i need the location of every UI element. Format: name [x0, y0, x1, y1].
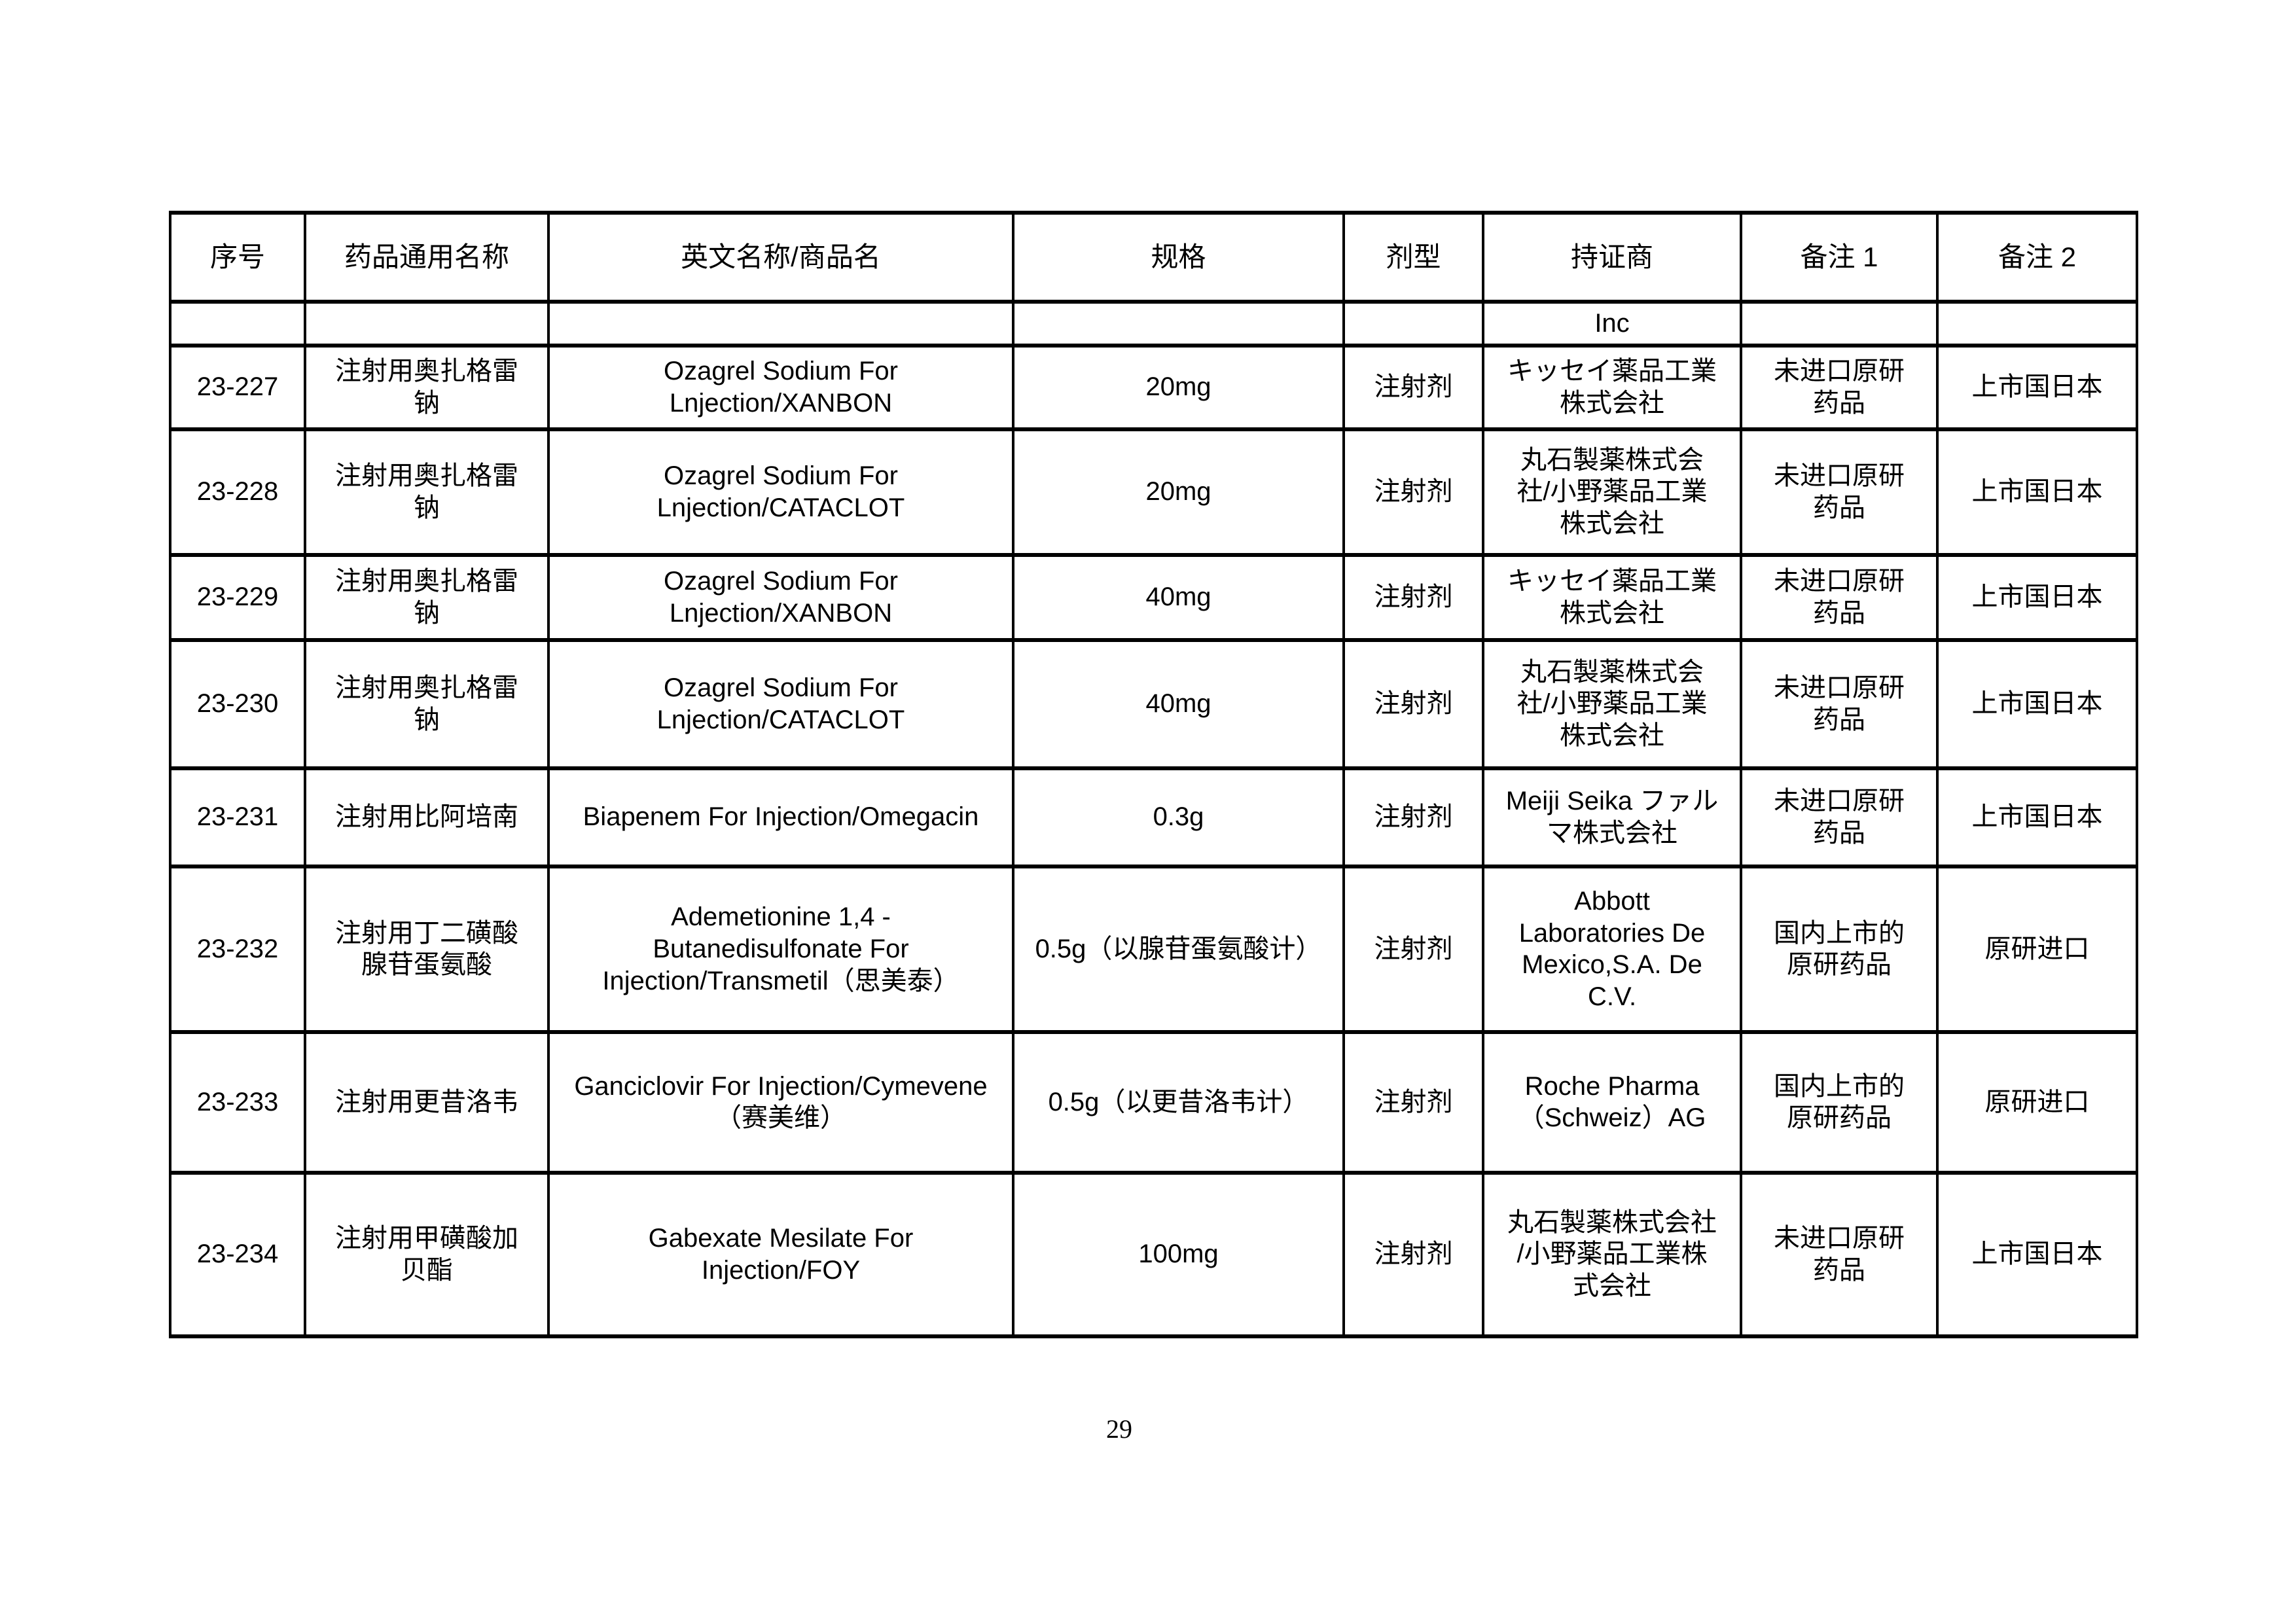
- column-header-spec: 规格: [1012, 211, 1345, 304]
- cell-seq: 23-229: [169, 552, 306, 642]
- cell-note2: 上市国日本: [1936, 427, 2138, 557]
- cell-dosage-form: 注射剂: [1342, 343, 1484, 431]
- cell-spec: 0.5g（以更昔洛韦计）: [1012, 1029, 1345, 1175]
- cell-note1: 未进口原研药品: [1740, 427, 1939, 557]
- cell-spec: 0.3g: [1012, 766, 1345, 868]
- cell-note2: [1936, 300, 2138, 348]
- column-header-note2: 备注 2: [1936, 211, 2138, 304]
- column-header-english-name: 英文名称/商品名: [547, 211, 1014, 304]
- cell-spec: 0.5g（以腺苷蛋氨酸计）: [1012, 864, 1345, 1034]
- table-row-23-227: 23-227 注射用奥扎格雷钠 Ozagrel Sodium For Lnjec…: [169, 343, 2138, 431]
- cell-generic-name: 注射用奥扎格雷钠: [304, 343, 550, 431]
- cell-spec: 100mg: [1012, 1170, 1345, 1338]
- cell-note2: 上市国日本: [1936, 552, 2138, 642]
- table-row-continuation: Inc: [169, 300, 2138, 348]
- cell-seq: [169, 300, 306, 348]
- cell-note2: 上市国日本: [1936, 1170, 2138, 1338]
- table-row-23-230: 23-230 注射用奥扎格雷钠 Ozagrel Sodium For Lnjec…: [169, 637, 2138, 770]
- table-row-23-233: 23-233 注射用更昔洛韦 Ganciclovir For Injection…: [169, 1029, 2138, 1175]
- cell-english-name: Biapenem For Injection/Omegacin: [547, 766, 1014, 868]
- cell-seq: 23-231: [169, 766, 306, 868]
- cell-note2: 原研进口: [1936, 1029, 2138, 1175]
- cell-english-name: Ozagrel Sodium For Lnjection/XANBON: [547, 343, 1014, 431]
- cell-dosage-form: [1342, 300, 1484, 348]
- cell-note1: 国内上市的原研药品: [1740, 1029, 1939, 1175]
- column-header-generic-name: 药品通用名称: [304, 211, 550, 304]
- cell-english-name: [547, 300, 1014, 348]
- cell-spec: 40mg: [1012, 637, 1345, 770]
- cell-dosage-form: 注射剂: [1342, 864, 1484, 1034]
- cell-english-name: Gabexate Mesilate For Injection/FOY: [547, 1170, 1014, 1338]
- cell-note2: 上市国日本: [1936, 637, 2138, 770]
- cell-license-holder: Abbott Laboratories De Mexico,S.A. De C.…: [1482, 864, 1742, 1034]
- cell-license-holder: キッセイ薬品工業株式会社: [1482, 552, 1742, 642]
- cell-note1: 未进口原研药品: [1740, 343, 1939, 431]
- cell-english-name: Ozagrel Sodium For Lnjection/CATACLOT: [547, 427, 1014, 557]
- cell-seq: 23-234: [169, 1170, 306, 1338]
- cell-dosage-form: 注射剂: [1342, 1029, 1484, 1175]
- cell-license-holder: キッセイ薬品工業株式会社: [1482, 343, 1742, 431]
- cell-generic-name: [304, 300, 550, 348]
- cell-seq: 23-227: [169, 343, 306, 431]
- cell-english-name: Ozagrel Sodium For Lnjection/XANBON: [547, 552, 1014, 642]
- cell-note2: 上市国日本: [1936, 766, 2138, 868]
- table-row-23-229: 23-229 注射用奥扎格雷钠 Ozagrel Sodium For Lnjec…: [169, 552, 2138, 642]
- cell-note1: 未进口原研药品: [1740, 1170, 1939, 1338]
- cell-dosage-form: 注射剂: [1342, 766, 1484, 868]
- cell-note1: 国内上市的原研药品: [1740, 864, 1939, 1034]
- cell-seq: 23-228: [169, 427, 306, 557]
- cell-generic-name: 注射用比阿培南: [304, 766, 550, 868]
- cell-note2: 原研进口: [1936, 864, 2138, 1034]
- cell-license-holder: 丸石製薬株式会社 /小野薬品工業株式会社: [1482, 1170, 1742, 1338]
- cell-english-name: Ganciclovir For Injection/Cymevene（赛美维）: [547, 1029, 1014, 1175]
- cell-spec: 20mg: [1012, 427, 1345, 557]
- cell-generic-name: 注射用丁二磺酸腺苷蛋氨酸: [304, 864, 550, 1034]
- cell-english-name: Ozagrel Sodium For Lnjection/CATACLOT: [547, 637, 1014, 770]
- cell-generic-name: 注射用更昔洛韦: [304, 1029, 550, 1175]
- table-row-23-234: 23-234 注射用甲磺酸加贝酯 Gabexate Mesilate For I…: [169, 1170, 2138, 1338]
- page-number: 29: [1106, 1414, 1132, 1444]
- cell-dosage-form: 注射剂: [1342, 637, 1484, 770]
- cell-dosage-form: 注射剂: [1342, 427, 1484, 557]
- cell-spec: 40mg: [1012, 552, 1345, 642]
- cell-note1: 未进口原研药品: [1740, 637, 1939, 770]
- column-header-license-holder: 持证商: [1482, 211, 1742, 304]
- cell-seq: 23-232: [169, 864, 306, 1034]
- table-row-23-228: 23-228 注射用奥扎格雷钠 Ozagrel Sodium For Lnjec…: [169, 427, 2138, 557]
- header-row: 序号 药品通用名称 英文名称/商品名 规格 剂型 持证商 备注 1 备注 2: [169, 211, 2138, 304]
- cell-license-holder: 丸石製薬株式会社/小野薬品工業株式会社: [1482, 637, 1742, 770]
- cell-license-holder: Inc: [1482, 300, 1742, 348]
- cell-dosage-form: 注射剂: [1342, 1170, 1484, 1338]
- cell-seq: 23-230: [169, 637, 306, 770]
- cell-seq: 23-233: [169, 1029, 306, 1175]
- cell-note2: 上市国日本: [1936, 343, 2138, 431]
- cell-note1: [1740, 300, 1939, 348]
- drug-list-table: 序号 药品通用名称 英文名称/商品名 规格 剂型 持证商 备注 1 备注 2 I…: [169, 211, 2138, 1338]
- column-header-seq: 序号: [169, 211, 306, 304]
- cell-spec: 20mg: [1012, 343, 1345, 431]
- cell-license-holder: Roche Pharma（Schweiz）AG: [1482, 1029, 1742, 1175]
- cell-dosage-form: 注射剂: [1342, 552, 1484, 642]
- cell-generic-name: 注射用奥扎格雷钠: [304, 637, 550, 770]
- cell-generic-name: 注射用奥扎格雷钠: [304, 552, 550, 642]
- cell-note1: 未进口原研药品: [1740, 766, 1939, 868]
- cell-english-name: Ademetionine 1,4 - Butanedisulfonate For…: [547, 864, 1014, 1034]
- table-row-23-232: 23-232 注射用丁二磺酸腺苷蛋氨酸 Ademetionine 1,4 - B…: [169, 864, 2138, 1034]
- cell-license-holder: Meiji Seika ファルマ株式会社: [1482, 766, 1742, 868]
- cell-note1: 未进口原研药品: [1740, 552, 1939, 642]
- cell-generic-name: 注射用甲磺酸加贝酯: [304, 1170, 550, 1338]
- cell-license-holder: 丸石製薬株式会社/小野薬品工業株式会社: [1482, 427, 1742, 557]
- column-header-note1: 备注 1: [1740, 211, 1939, 304]
- table-row-23-231: 23-231 注射用比阿培南 Biapenem For Injection/Om…: [169, 766, 2138, 868]
- cell-generic-name: 注射用奥扎格雷钠: [304, 427, 550, 557]
- column-header-dosage-form: 剂型: [1342, 211, 1484, 304]
- cell-spec: [1012, 300, 1345, 348]
